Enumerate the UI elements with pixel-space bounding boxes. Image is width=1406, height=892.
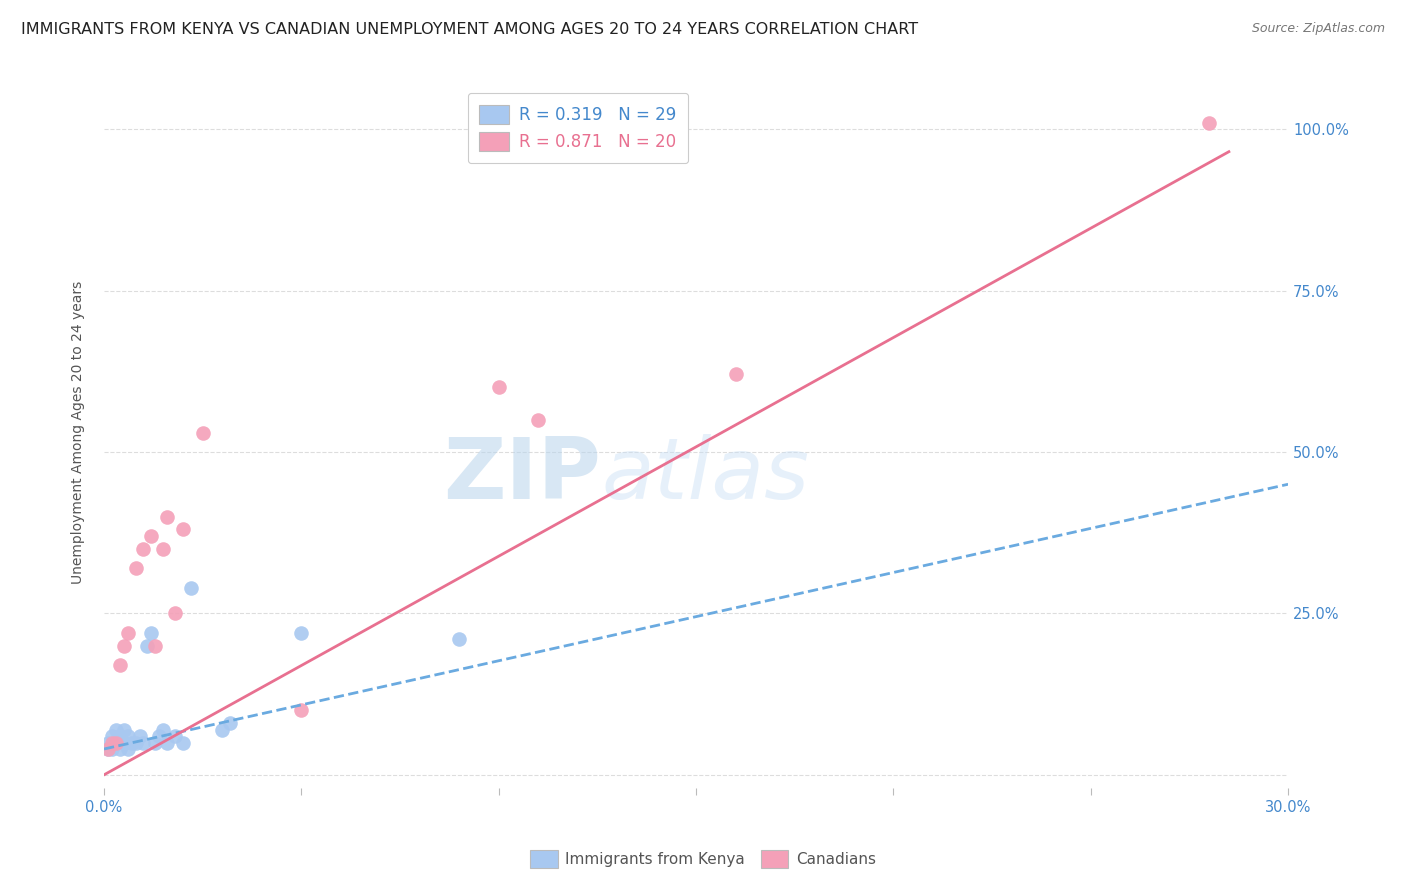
Point bbox=[101, 729, 124, 743]
Point bbox=[290, 703, 312, 717]
Point bbox=[143, 639, 166, 653]
Point bbox=[211, 723, 233, 737]
Point bbox=[724, 368, 747, 382]
Point bbox=[449, 632, 471, 647]
Point bbox=[97, 742, 120, 756]
Point bbox=[108, 729, 131, 743]
Point bbox=[108, 658, 131, 673]
Point bbox=[124, 561, 146, 575]
Point bbox=[143, 735, 166, 749]
Point bbox=[132, 735, 155, 749]
Legend: Immigrants from Kenya, Canadians: Immigrants from Kenya, Canadians bbox=[524, 844, 882, 873]
Point bbox=[104, 723, 127, 737]
Text: ZIP: ZIP bbox=[443, 434, 602, 516]
Point bbox=[156, 735, 179, 749]
Point bbox=[112, 639, 135, 653]
Point bbox=[112, 723, 135, 737]
Point bbox=[104, 735, 127, 749]
Point bbox=[108, 742, 131, 756]
Point bbox=[136, 639, 159, 653]
Point bbox=[148, 729, 170, 743]
Point bbox=[488, 380, 510, 394]
Point bbox=[1198, 115, 1220, 129]
Point bbox=[97, 735, 120, 749]
Point bbox=[152, 541, 174, 556]
Point bbox=[290, 625, 312, 640]
Point bbox=[141, 625, 163, 640]
Point bbox=[156, 509, 179, 524]
Point bbox=[172, 735, 194, 749]
Point bbox=[101, 742, 124, 756]
Point bbox=[172, 523, 194, 537]
Point bbox=[112, 735, 135, 749]
Point bbox=[117, 729, 139, 743]
Point bbox=[117, 742, 139, 756]
Point bbox=[132, 541, 155, 556]
Point bbox=[97, 742, 120, 756]
Point bbox=[101, 735, 124, 749]
Point bbox=[117, 625, 139, 640]
Point bbox=[219, 716, 242, 731]
Point bbox=[141, 529, 163, 543]
Legend: R = 0.319   N = 29, R = 0.871   N = 20: R = 0.319 N = 29, R = 0.871 N = 20 bbox=[468, 93, 688, 163]
Point bbox=[104, 735, 127, 749]
Text: atlas: atlas bbox=[602, 434, 810, 516]
Point bbox=[527, 412, 550, 426]
Text: IMMIGRANTS FROM KENYA VS CANADIAN UNEMPLOYMENT AMONG AGES 20 TO 24 YEARS CORRELA: IMMIGRANTS FROM KENYA VS CANADIAN UNEMPL… bbox=[21, 22, 918, 37]
Point bbox=[163, 607, 186, 621]
Point bbox=[124, 735, 146, 749]
Point bbox=[121, 735, 143, 749]
Text: Source: ZipAtlas.com: Source: ZipAtlas.com bbox=[1251, 22, 1385, 36]
Point bbox=[163, 729, 186, 743]
Point bbox=[152, 723, 174, 737]
Y-axis label: Unemployment Among Ages 20 to 24 years: Unemployment Among Ages 20 to 24 years bbox=[72, 281, 86, 584]
Point bbox=[128, 729, 150, 743]
Point bbox=[180, 581, 202, 595]
Point bbox=[191, 425, 214, 440]
